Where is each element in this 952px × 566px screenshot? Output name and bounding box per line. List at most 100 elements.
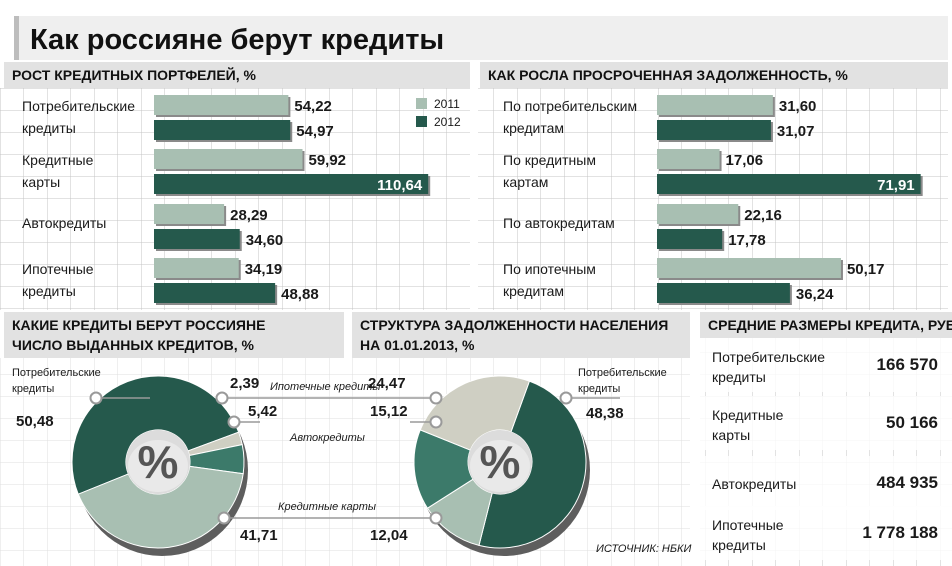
marker-mortgage-right: [429, 391, 443, 405]
portfolio-category-label: кредиты: [22, 120, 76, 136]
table-row-value: 484 935: [877, 473, 938, 492]
header-portfolio-growth-bg: [4, 62, 470, 88]
header-portfolio-growth-line: РОСТ КРЕДИТНЫХ ПОРТФЕЛЕЙ, %: [12, 66, 257, 83]
overdue-bar-2011: [657, 149, 720, 169]
portfolio-bar-2012: [154, 229, 240, 249]
overdue-bar-2012: [657, 283, 790, 303]
value-issued-mortgage: 2,39: [230, 375, 259, 392]
table-row-name: Кредитные: [712, 407, 784, 423]
overdue-category-label: картам: [503, 174, 548, 190]
pie-issued-hole-inner: [128, 440, 188, 492]
overdue-value-label: 22,16: [744, 207, 782, 224]
portfolio-bar-2011: [154, 149, 303, 169]
table-row-name: кредиты: [712, 369, 766, 385]
portfolio-value-label: 54,22: [294, 98, 332, 115]
table-row-bg: [700, 506, 952, 560]
table-row-name: Автокредиты: [712, 476, 796, 492]
marker-mortgage-left: [215, 391, 229, 405]
header-debt-structure-line: СТРУКТУРА ЗАДОЛЖЕННОСТИ НАСЕЛЕНИЯ: [360, 317, 668, 333]
overdue-category-label: По потребительским: [503, 98, 637, 114]
overdue-bar-2012: [657, 229, 723, 249]
header-debt-structure-line: НА 01.01.2013, %: [360, 337, 475, 353]
overdue-value-label: 17,78: [728, 232, 766, 249]
overdue-value-label: 50,17: [847, 261, 885, 278]
header-avg-loan-size-line: СРЕДНИЕ РАЗМЕРЫ КРЕДИТА, РУБ.: [708, 317, 952, 333]
header-loans-issued-bg: [4, 312, 344, 358]
portfolio-category-label: Потребительские: [22, 98, 135, 114]
overdue-category-label: кредитам: [503, 283, 564, 299]
header-overdue-growth-bg: [480, 62, 948, 88]
overdue-value-label: 17,06: [726, 152, 764, 169]
portfolio-category-label: Автокредиты: [22, 215, 106, 231]
legend-swatch-2011: [416, 98, 427, 109]
portfolio-category-label: кредиты: [22, 283, 76, 299]
title-banner: [14, 16, 948, 60]
marker-auto-right: [429, 415, 443, 429]
overdue-category-label: По кредитным: [503, 152, 596, 168]
portfolio-bar-2012: [154, 174, 429, 194]
portfolio-value-label: 34,60: [246, 232, 284, 249]
portfolio-bar-2011: [154, 95, 289, 115]
header-overdue-growth-line: КАК РОСЛА ПРОСРОЧЕННАЯ ЗАДОЛЖЕННОСТЬ, %: [488, 67, 848, 83]
legend-label-2011: 2011: [434, 97, 460, 111]
portfolio-bar-2012: [154, 283, 276, 303]
table-row-name: карты: [712, 427, 750, 443]
caption-cards: Кредитные карты: [278, 501, 376, 513]
marker-consumer-left: [89, 391, 103, 405]
overdue-bar-2012: [657, 120, 771, 140]
value-issued-auto: 5,42: [248, 403, 277, 420]
table-row-name: Потребительские: [712, 349, 825, 365]
pie-debt-hole-inner: [470, 440, 530, 492]
portfolio-bar-2012: [154, 120, 291, 140]
overdue-value-label: 36,24: [796, 286, 834, 303]
table-row-value: 1 778 188: [862, 523, 938, 542]
caption-consumer-right: кредиты: [578, 383, 620, 395]
overdue-value-label: 31,07: [777, 123, 815, 140]
marker-consumer-right: [559, 391, 573, 405]
pie-issued-center-label: %: [138, 436, 179, 488]
caption-consumer-right: Потребительские: [578, 367, 667, 379]
overdue-value-label: 71,91: [877, 177, 915, 194]
value-debt-mortgage: 24,47: [368, 375, 406, 392]
portfolio-bar-2011: [154, 258, 239, 278]
overdue-bar-2011: [657, 204, 739, 224]
portfolio-value-label: 54,97: [296, 123, 334, 140]
portfolio-value-label: 28,29: [230, 207, 268, 224]
header-loans-issued-line: КАКИЕ КРЕДИТЫ БЕРУТ РОССИЯНЕ: [12, 317, 265, 333]
portfolio-value-label: 48,88: [281, 286, 319, 303]
portfolio-value-label: 110,64: [377, 177, 423, 194]
caption-auto: Автокредиты: [289, 432, 365, 444]
overdue-bar-2012: [657, 174, 921, 194]
table-row-bg: [700, 456, 952, 510]
value-issued-consumer: 50,48: [16, 413, 54, 430]
marker-cards-right: [429, 511, 443, 525]
page-title: Как россияне берут кредиты: [30, 24, 444, 56]
pie-debt-center-label: %: [480, 436, 521, 488]
overdue-value-label: 31,60: [779, 98, 817, 115]
marker-cards-left: [217, 511, 231, 525]
portfolio-category-label: Ипотечные: [22, 261, 94, 277]
portfolio-value-label: 34,19: [245, 261, 283, 278]
value-issued-cards: 41,71: [240, 527, 278, 544]
table-row-name: Ипотечные: [712, 517, 784, 533]
header-loans-issued-line: ЧИСЛО ВЫДАННЫХ КРЕДИТОВ, %: [12, 337, 255, 353]
title-accent: [14, 16, 19, 60]
portfolio-category-label: карты: [22, 174, 60, 190]
source-note: ИСТОЧНИК: НБКИ: [596, 543, 692, 555]
overdue-bar-2011: [657, 95, 773, 115]
portfolio-category-label: Кредитные: [22, 152, 94, 168]
overdue-bar-2011: [657, 258, 841, 278]
overdue-category-label: По ипотечным: [503, 261, 596, 277]
legend-swatch-2012: [416, 116, 427, 127]
value-debt-cards: 12,04: [370, 527, 408, 544]
header-debt-structure-bg: [352, 312, 690, 358]
value-debt-consumer: 48,38: [586, 405, 624, 422]
value-debt-auto: 15,12: [370, 403, 408, 420]
legend-label-2012: 2012: [434, 115, 461, 129]
overdue-category-label: кредитам: [503, 120, 564, 136]
table-row-name: кредиты: [712, 537, 766, 553]
caption-consumer-left: кредиты: [12, 383, 54, 395]
caption-mortgage: Ипотечные кредиты: [270, 381, 380, 393]
